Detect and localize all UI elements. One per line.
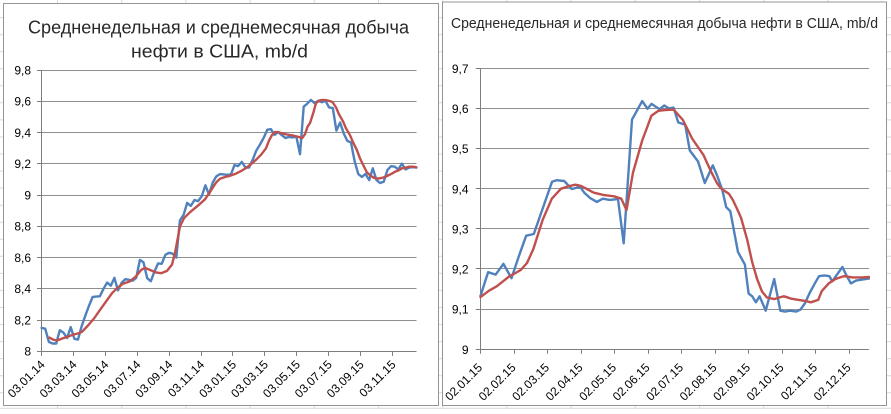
svg-text:9: 9 bbox=[24, 188, 31, 202]
svg-text:9,2: 9,2 bbox=[452, 263, 469, 277]
svg-text:8: 8 bbox=[24, 345, 31, 359]
svg-text:9,4: 9,4 bbox=[14, 126, 31, 140]
svg-text:Средненедельная и среднемесячн: Средненедельная и среднемесячная добыча … bbox=[451, 15, 878, 32]
svg-text:9,8: 9,8 bbox=[14, 63, 31, 77]
svg-text:9,6: 9,6 bbox=[14, 95, 31, 109]
svg-text:8,6: 8,6 bbox=[14, 251, 31, 265]
svg-text:нефти в США, mb/d: нефти в США, mb/d bbox=[131, 41, 308, 61]
svg-text:8,4: 8,4 bbox=[14, 282, 31, 296]
svg-text:9,5: 9,5 bbox=[452, 142, 469, 156]
svg-text:8,2: 8,2 bbox=[14, 313, 31, 327]
svg-text:9,1: 9,1 bbox=[452, 303, 469, 317]
svg-text:9: 9 bbox=[462, 343, 469, 357]
svg-text:8,8: 8,8 bbox=[14, 220, 31, 234]
svg-text:Средненедельная и среднемесячн: Средненедельная и среднемесячная добыча bbox=[28, 18, 410, 38]
svg-text:9,7: 9,7 bbox=[452, 62, 469, 76]
svg-text:9,6: 9,6 bbox=[452, 102, 469, 116]
svg-text:9,4: 9,4 bbox=[452, 182, 469, 196]
svg-text:9,2: 9,2 bbox=[14, 157, 31, 171]
svg-text:9,3: 9,3 bbox=[452, 222, 469, 236]
